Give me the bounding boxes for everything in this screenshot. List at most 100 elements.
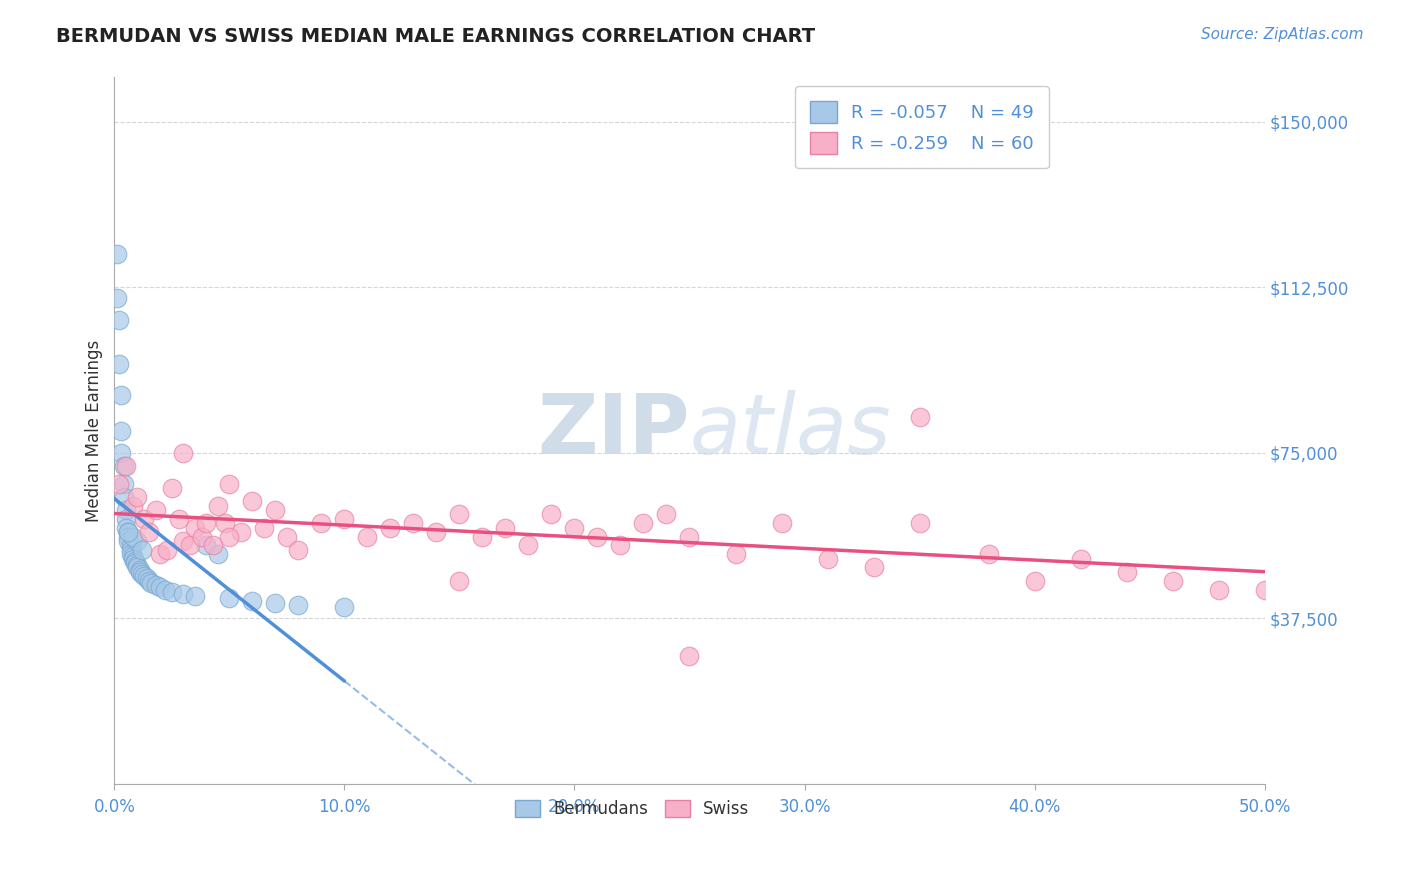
Point — [156, 542, 179, 557]
Point — [105, 247, 128, 261]
Point — [105, 291, 128, 305]
Point — [131, 542, 153, 557]
Point — [179, 538, 201, 552]
Point — [586, 529, 609, 543]
Point — [115, 512, 138, 526]
Point — [172, 533, 194, 548]
Point — [218, 529, 240, 543]
Point — [977, 547, 1000, 561]
Point — [425, 525, 447, 540]
Point — [242, 593, 264, 607]
Point — [564, 521, 586, 535]
Point — [817, 551, 839, 566]
Point — [333, 512, 356, 526]
Point — [172, 587, 194, 601]
Point — [120, 547, 142, 561]
Y-axis label: Median Male Earnings: Median Male Earnings — [86, 340, 103, 522]
Point — [380, 521, 402, 535]
Point — [121, 529, 143, 543]
Point — [214, 516, 236, 531]
Point — [120, 538, 142, 552]
Point — [110, 445, 132, 459]
Point — [908, 516, 931, 531]
Point — [117, 533, 139, 548]
Text: Source: ZipAtlas.com: Source: ZipAtlas.com — [1201, 27, 1364, 42]
Point — [121, 551, 143, 566]
Point — [115, 503, 138, 517]
Point — [153, 582, 176, 597]
Point — [117, 525, 139, 540]
Point — [184, 521, 207, 535]
Point — [135, 572, 157, 586]
Point — [120, 542, 142, 557]
Point — [127, 558, 149, 573]
Point — [207, 547, 229, 561]
Point — [117, 529, 139, 543]
Point — [218, 591, 240, 606]
Point — [633, 516, 655, 531]
Point — [112, 476, 135, 491]
Point — [195, 538, 218, 552]
Point — [110, 424, 132, 438]
Point — [449, 508, 471, 522]
Point — [127, 533, 149, 548]
Point — [229, 525, 252, 540]
Point — [108, 357, 131, 371]
Point — [172, 445, 194, 459]
Point — [167, 512, 190, 526]
Point — [127, 490, 149, 504]
Point — [770, 516, 793, 531]
Point — [134, 569, 156, 583]
Point — [121, 549, 143, 564]
Point — [264, 596, 287, 610]
Point — [724, 547, 747, 561]
Point — [218, 476, 240, 491]
Point — [124, 556, 146, 570]
Point — [1070, 551, 1092, 566]
Point — [276, 529, 298, 543]
Point — [264, 503, 287, 517]
Point — [134, 512, 156, 526]
Point — [191, 529, 214, 543]
Point — [1024, 574, 1046, 588]
Text: BERMUDAN VS SWISS MEDIAN MALE EARNINGS CORRELATION CHART: BERMUDAN VS SWISS MEDIAN MALE EARNINGS C… — [56, 27, 815, 45]
Text: atlas: atlas — [689, 390, 891, 471]
Point — [253, 521, 276, 535]
Point — [110, 388, 132, 402]
Point — [1253, 582, 1275, 597]
Point — [117, 525, 139, 540]
Point — [402, 516, 425, 531]
Point — [128, 565, 150, 579]
Text: ZIP: ZIP — [537, 390, 689, 471]
Point — [112, 490, 135, 504]
Point — [1208, 582, 1230, 597]
Point — [195, 516, 218, 531]
Point — [540, 508, 562, 522]
Point — [160, 584, 183, 599]
Point — [131, 567, 153, 582]
Point — [655, 508, 678, 522]
Point — [908, 410, 931, 425]
Point — [112, 458, 135, 473]
Point — [124, 554, 146, 568]
Point — [333, 600, 356, 615]
Point — [1161, 574, 1184, 588]
Point — [128, 563, 150, 577]
Point — [121, 499, 143, 513]
Point — [356, 529, 378, 543]
Point — [115, 458, 138, 473]
Point — [1115, 565, 1137, 579]
Point — [184, 589, 207, 603]
Point — [862, 560, 884, 574]
Point — [149, 580, 172, 594]
Point — [471, 529, 494, 543]
Point — [108, 313, 131, 327]
Legend: Bermudans, Swiss: Bermudans, Swiss — [508, 793, 756, 825]
Point — [138, 525, 160, 540]
Point — [160, 481, 183, 495]
Point — [145, 578, 167, 592]
Point — [145, 503, 167, 517]
Point — [207, 499, 229, 513]
Point — [678, 529, 700, 543]
Point — [449, 574, 471, 588]
